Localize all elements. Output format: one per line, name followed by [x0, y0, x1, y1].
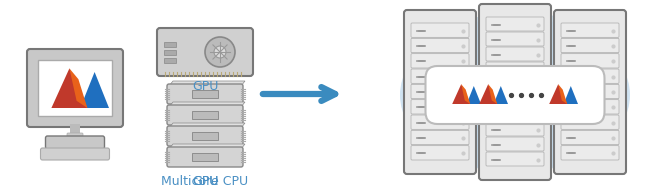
- Bar: [192, 153, 218, 161]
- Polygon shape: [169, 144, 245, 149]
- FancyBboxPatch shape: [561, 23, 619, 37]
- Ellipse shape: [400, 18, 630, 173]
- Polygon shape: [493, 86, 508, 104]
- FancyBboxPatch shape: [486, 152, 544, 166]
- FancyBboxPatch shape: [486, 32, 544, 46]
- FancyBboxPatch shape: [157, 28, 253, 76]
- FancyBboxPatch shape: [426, 66, 604, 124]
- Polygon shape: [479, 84, 497, 104]
- FancyBboxPatch shape: [411, 84, 469, 99]
- Text: GPU: GPU: [192, 80, 218, 93]
- FancyBboxPatch shape: [411, 146, 469, 160]
- FancyBboxPatch shape: [554, 10, 626, 174]
- Ellipse shape: [405, 15, 515, 95]
- FancyBboxPatch shape: [486, 137, 544, 151]
- FancyBboxPatch shape: [486, 107, 544, 121]
- FancyBboxPatch shape: [561, 54, 619, 68]
- FancyBboxPatch shape: [46, 136, 105, 149]
- FancyBboxPatch shape: [411, 69, 469, 83]
- Bar: [164, 42, 176, 47]
- Circle shape: [214, 46, 226, 58]
- Polygon shape: [549, 84, 567, 104]
- FancyBboxPatch shape: [411, 38, 469, 53]
- FancyBboxPatch shape: [167, 126, 243, 146]
- FancyBboxPatch shape: [486, 62, 544, 76]
- FancyBboxPatch shape: [479, 4, 551, 180]
- Polygon shape: [51, 68, 87, 108]
- Polygon shape: [70, 68, 87, 108]
- FancyBboxPatch shape: [561, 38, 619, 53]
- FancyBboxPatch shape: [561, 130, 619, 145]
- Polygon shape: [169, 81, 245, 86]
- FancyBboxPatch shape: [561, 69, 619, 83]
- FancyBboxPatch shape: [40, 148, 109, 160]
- FancyBboxPatch shape: [561, 100, 619, 114]
- Polygon shape: [462, 84, 470, 104]
- Ellipse shape: [500, 15, 590, 85]
- Polygon shape: [169, 102, 245, 107]
- FancyBboxPatch shape: [27, 49, 123, 127]
- FancyBboxPatch shape: [486, 122, 544, 136]
- Bar: [192, 90, 218, 98]
- FancyBboxPatch shape: [486, 47, 544, 61]
- Bar: [164, 50, 176, 55]
- FancyBboxPatch shape: [561, 84, 619, 99]
- FancyBboxPatch shape: [167, 105, 243, 125]
- FancyBboxPatch shape: [561, 115, 619, 129]
- Text: GPU: GPU: [192, 175, 218, 188]
- FancyBboxPatch shape: [486, 17, 544, 31]
- Text: Multicore CPU: Multicore CPU: [161, 175, 248, 188]
- FancyBboxPatch shape: [404, 10, 476, 174]
- FancyBboxPatch shape: [411, 23, 469, 37]
- Polygon shape: [452, 84, 470, 104]
- Polygon shape: [558, 84, 567, 104]
- Bar: [70, 124, 80, 138]
- FancyBboxPatch shape: [486, 77, 544, 91]
- FancyBboxPatch shape: [411, 100, 469, 114]
- Polygon shape: [169, 123, 245, 128]
- FancyBboxPatch shape: [167, 84, 243, 104]
- FancyBboxPatch shape: [411, 130, 469, 145]
- Bar: [38, 60, 112, 116]
- Polygon shape: [80, 72, 109, 108]
- Text: GPU: GPU: [192, 175, 218, 188]
- Polygon shape: [564, 86, 578, 104]
- FancyBboxPatch shape: [561, 146, 619, 160]
- Polygon shape: [488, 84, 497, 104]
- Bar: [192, 132, 218, 140]
- Polygon shape: [467, 86, 481, 104]
- FancyBboxPatch shape: [486, 92, 544, 106]
- FancyBboxPatch shape: [67, 133, 83, 140]
- Bar: [192, 111, 218, 119]
- FancyBboxPatch shape: [411, 54, 469, 68]
- Bar: [164, 58, 176, 63]
- Ellipse shape: [415, 80, 615, 170]
- Circle shape: [205, 37, 235, 67]
- FancyBboxPatch shape: [167, 147, 243, 167]
- FancyBboxPatch shape: [411, 115, 469, 129]
